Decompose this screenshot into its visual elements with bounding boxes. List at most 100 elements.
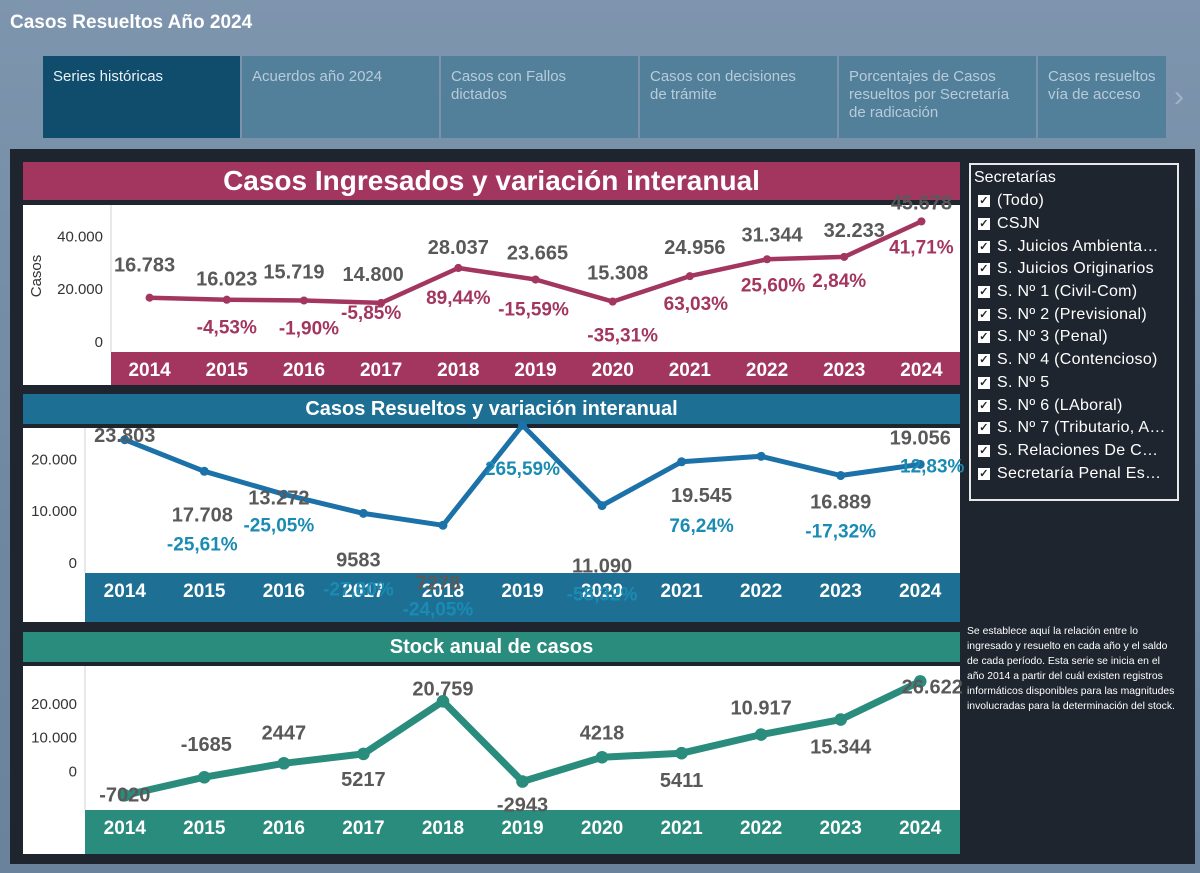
x-tick-label: 2023: [820, 581, 862, 602]
x-tick-label: 2016: [263, 818, 305, 839]
filter-item[interactable]: ✓ S. Nº 7 (Tributario, A…: [974, 417, 1174, 440]
filter-item[interactable]: ✓ S. Nº 2 (Previsional): [974, 303, 1174, 326]
filter-item-label: S. Nº 2 (Previsional): [997, 305, 1147, 323]
checkbox-checked-icon[interactable]: ✓: [978, 467, 990, 480]
filter-item[interactable]: ✓ Secretaría Penal Es…: [974, 462, 1174, 485]
x-tick-label: 2018: [437, 360, 479, 381]
data-label-value: 10.917: [731, 698, 792, 720]
data-label-pct: -4,53%: [197, 318, 257, 339]
x-tick-label: 2022: [740, 818, 782, 839]
filter-item[interactable]: ✓ S. Nº 4 (Contencioso): [974, 349, 1174, 372]
data-label-pct: -5,85%: [341, 303, 401, 324]
data-label-value: 16.889: [810, 492, 871, 514]
data-label-value: 5411: [660, 770, 703, 792]
checkbox-checked-icon[interactable]: ✓: [978, 399, 990, 412]
checkbox-checked-icon[interactable]: ✓: [978, 444, 990, 457]
x-tick-label: 2023: [820, 818, 862, 839]
data-label-pct: 63,03%: [664, 294, 729, 315]
data-point: [834, 713, 847, 726]
chart-ingresados: 40.000 20.000 0 Casos 2014 2015 2016 2017 2018 20…: [23, 192, 960, 385]
data-point: [436, 694, 450, 708]
x-tick-label: 2017: [360, 360, 402, 381]
data-label-value: 26.622: [902, 676, 963, 698]
checkbox-checked-icon[interactable]: ✓: [978, 376, 990, 389]
y-tick-label: 20.000: [57, 281, 103, 298]
data-point: [597, 501, 607, 511]
filter-item[interactable]: ✓ S. Juicios Ambienta…: [974, 235, 1174, 258]
filter-item-label: S. Nº 1 (Civil-Com): [997, 283, 1138, 301]
data-label-pct: -25,05%: [243, 515, 314, 536]
x-tick-label: 2017: [342, 581, 384, 602]
tab-acuerdos[interactable]: Acuerdos año 2024: [242, 56, 439, 138]
data-label-value: 16.023: [196, 269, 257, 291]
checkbox-checked-icon[interactable]: ✓: [978, 195, 990, 208]
filter-item-label: S. Nº 7 (Tributario, A…: [997, 419, 1166, 437]
data-point: [438, 520, 448, 530]
year-axis-band: [85, 573, 960, 622]
data-label-value: 23.665: [507, 243, 568, 265]
filter-item[interactable]: ✓ S. Nº 1 (Civil-Com): [974, 281, 1174, 304]
data-label-value: 19.056: [890, 427, 951, 449]
data-label-value: -7020: [99, 784, 150, 806]
filter-item[interactable]: ✓ S. Nº 5: [974, 372, 1174, 395]
checkbox-checked-icon[interactable]: ✓: [978, 422, 990, 435]
checkbox-checked-icon[interactable]: ✓: [978, 286, 990, 299]
year-axis-band: [111, 352, 960, 385]
y-axis-label: Casos: [28, 255, 45, 298]
x-tick-label: 2014: [128, 360, 171, 381]
filter-item[interactable]: ✓ CSJN: [974, 213, 1174, 236]
x-tick-label: 2015: [183, 818, 226, 839]
filter-item-label: Secretaría Penal Es…: [997, 464, 1162, 482]
filter-item[interactable]: ✓ S. Nº 6 (LAboral): [974, 394, 1174, 417]
y-tick-label: 0: [69, 764, 77, 781]
data-point: [685, 272, 694, 281]
data-point: [516, 775, 529, 788]
tab-decisiones-tramite[interactable]: Casos con decisiones de trámite: [640, 56, 837, 138]
checkbox-checked-icon[interactable]: ✓: [978, 308, 990, 321]
data-label-value: 45.678: [891, 192, 952, 214]
data-label-value: 15.344: [810, 737, 872, 759]
filter-item[interactable]: ✓ S. Relaciones De C…: [974, 440, 1174, 463]
y-tick-label: 0: [69, 555, 77, 572]
data-point: [608, 297, 617, 306]
checkbox-checked-icon[interactable]: ✓: [978, 263, 990, 276]
x-tick-label: 2021: [660, 581, 703, 602]
filter-item[interactable]: ✓ S. Nº 3 (Penal): [974, 326, 1174, 349]
tab-via-acceso[interactable]: Casos resueltos vía de acceso: [1038, 56, 1166, 138]
year-axis-band: [85, 810, 960, 854]
data-label-pct: 76,24%: [669, 516, 734, 537]
data-point: [675, 746, 688, 760]
checkbox-checked-icon[interactable]: ✓: [978, 331, 990, 344]
filter-item-label: S. Juicios Originarios: [997, 260, 1154, 278]
data-label-value: 9583: [336, 549, 381, 571]
x-tick-label: 2018: [422, 581, 464, 602]
data-point: [277, 756, 291, 770]
data-label-pct: -35,31%: [587, 326, 658, 347]
tab-porcentajes-secretaria[interactable]: Porcentajes de Casos resueltos por Secre…: [839, 56, 1036, 138]
secretarias-filter: Secretarías ✓ (Todo) ✓ CSJN ✓ S. Juicios Ambi…: [969, 163, 1179, 501]
data-point: [917, 217, 926, 226]
filter-item-label: S. Nº 3 (Penal): [997, 328, 1108, 346]
y-tick-label: 20.000: [31, 696, 77, 713]
filter-item[interactable]: ✓ S. Juicios Originarios: [974, 258, 1174, 281]
data-label-value: 19.545: [671, 485, 732, 507]
tab-scroll-right-icon[interactable]: ›: [1174, 80, 1184, 113]
tab-fallos-dictados[interactable]: Casos con Fallos dictados: [441, 56, 638, 138]
data-label-pct: -27,80%: [323, 579, 394, 600]
data-point: [454, 263, 463, 273]
x-tick-label: 2019: [514, 360, 556, 381]
x-tick-label: 2020: [581, 581, 623, 602]
x-tick-label: 2018: [422, 818, 464, 839]
filter-item[interactable]: ✓ (Todo): [974, 190, 1174, 213]
data-point: [754, 728, 768, 741]
x-tick-label: 2021: [669, 360, 712, 381]
data-label-value: 31.344: [741, 224, 803, 246]
x-tick-label: 2019: [501, 818, 543, 839]
checkbox-checked-icon[interactable]: ✓: [978, 218, 990, 231]
tab-series-historicas[interactable]: Series históricas: [43, 56, 240, 138]
checkbox-checked-icon[interactable]: ✓: [978, 240, 990, 253]
x-tick-label: 2022: [746, 360, 788, 381]
checkbox-checked-icon[interactable]: ✓: [978, 354, 990, 367]
y-tick-label: 20.000: [31, 451, 77, 468]
data-point: [358, 508, 368, 518]
